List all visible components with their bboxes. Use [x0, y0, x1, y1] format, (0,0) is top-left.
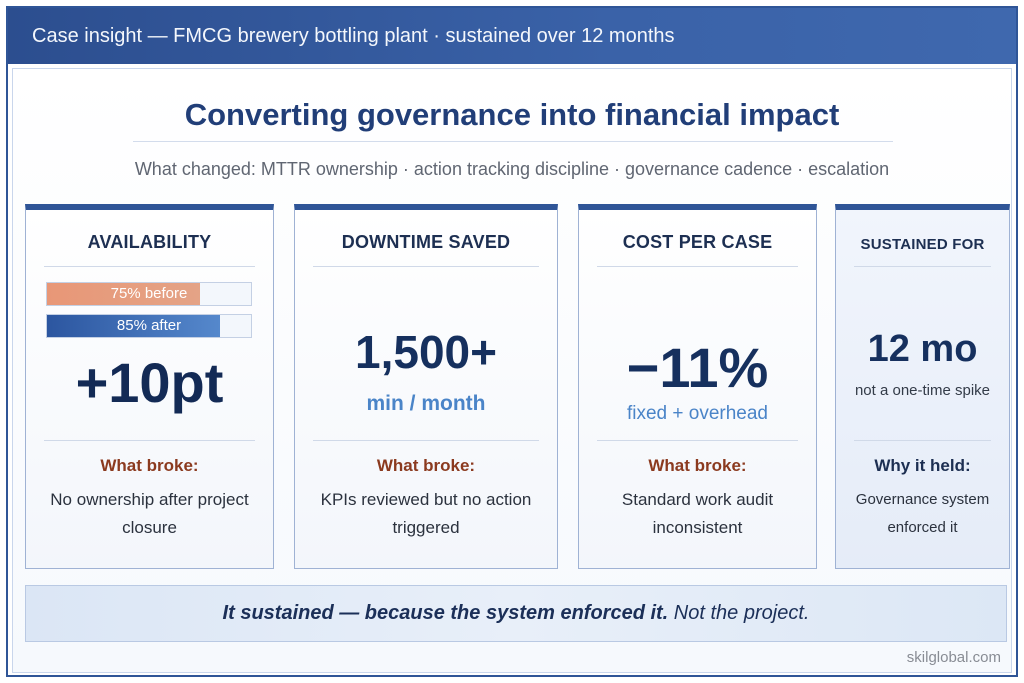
- after-progress-bar: 85% after: [46, 314, 252, 338]
- before-progress-bar: 75% before: [46, 282, 252, 306]
- title-divider: [133, 141, 893, 142]
- section-text: No ownership after project closure: [50, 490, 249, 537]
- source-footer: skilglobal.com: [906, 649, 1001, 666]
- page-title: Converting governance into financial imp…: [184, 97, 840, 132]
- sustained-card: SUSTAINED FOR 12 mo not a one-time spike…: [835, 204, 1010, 569]
- header-bar: Case insight — FMCG brewery bottling pla…: [8, 8, 1016, 64]
- sustained-value: 12 mo: [867, 328, 978, 370]
- card-divider: [44, 266, 255, 267]
- card-divider: [597, 440, 798, 441]
- section-text: Standard work audit inconsistent: [621, 490, 774, 537]
- sustained-unit: not a one-time spike: [854, 382, 991, 399]
- conclusion-banner: It sustained — because the system enforc…: [25, 585, 1007, 642]
- card-title: COST PER CASE: [622, 232, 773, 252]
- section-label: What broke:: [100, 456, 199, 475]
- slide-frame: Case insight — FMCG brewery bottling pla…: [6, 6, 1018, 677]
- after-bar-fill: [47, 315, 221, 337]
- availability-card: AVAILABILITY 75% before 85% after +10pt …: [25, 204, 274, 569]
- card-title: AVAILABILITY: [87, 232, 212, 252]
- downtime-value: 1,500+: [355, 326, 497, 378]
- downtime-card: DOWNTIME SAVED 1,500+ min / month What b…: [294, 204, 558, 569]
- card-title: DOWNTIME SAVED: [341, 232, 511, 252]
- card-divider: [854, 266, 991, 267]
- after-bar-label: 85% after: [116, 317, 182, 334]
- card-divider: [313, 266, 539, 267]
- section-label: What broke:: [376, 456, 476, 475]
- card-title: SUSTAINED FOR: [860, 236, 985, 253]
- content-panel: Converting governance into financial imp…: [12, 68, 1012, 673]
- card-divider: [313, 440, 539, 441]
- section-text: Governance system enforced it: [855, 491, 990, 536]
- before-bar-fill: [47, 283, 200, 305]
- section-label: What broke:: [648, 456, 747, 475]
- section-text: KPIs reviewed but no action triggered: [320, 490, 532, 537]
- downtime-unit: min / month: [366, 392, 486, 415]
- card-divider: [854, 440, 991, 441]
- page-subtitle: What changed: MTTR ownership · action tr…: [134, 159, 890, 179]
- before-bar-label: 75% before: [110, 285, 188, 302]
- cost-unit: fixed + overhead: [626, 403, 768, 424]
- banner-strong-text: It sustained — because the system enforc…: [222, 602, 669, 624]
- section-label: Why it held:: [874, 456, 971, 475]
- cost-card: COST PER CASE −11% fixed + overhead What…: [578, 204, 817, 569]
- banner-light-text: Not the project.: [668, 602, 810, 624]
- availability-value: +10pt: [75, 351, 224, 414]
- cost-value: −11%: [626, 336, 769, 399]
- header-title: Case insight — FMCG brewery bottling pla…: [32, 25, 675, 47]
- card-divider: [597, 266, 798, 267]
- card-divider: [44, 440, 255, 441]
